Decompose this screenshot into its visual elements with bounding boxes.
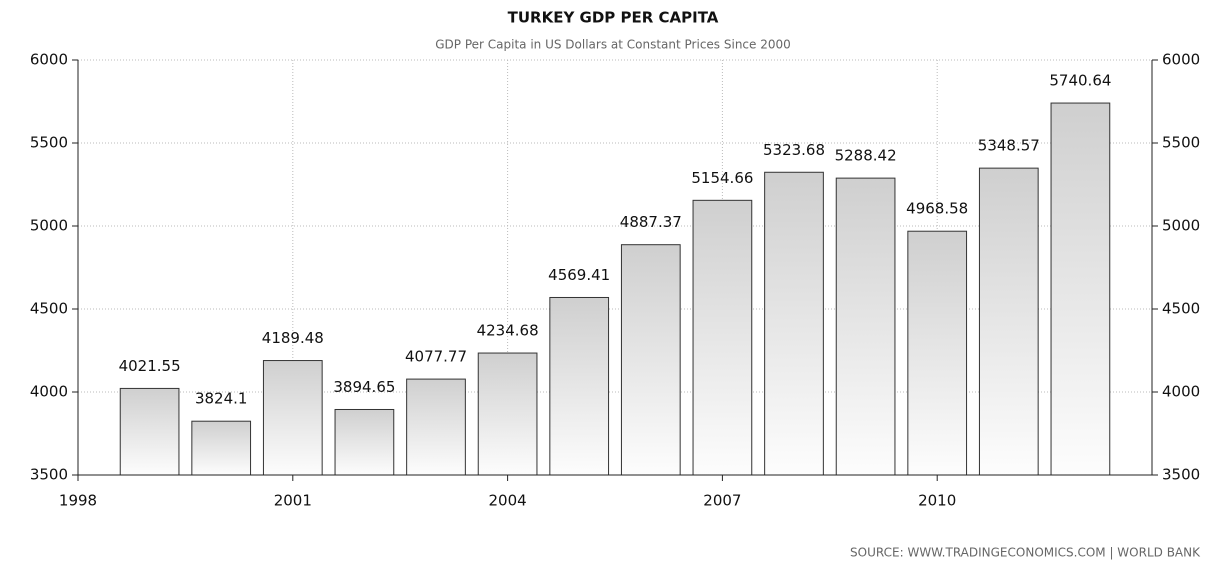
bar xyxy=(835,177,896,476)
data-label: 5323.68 xyxy=(763,141,825,159)
bar xyxy=(191,420,252,476)
data-label: 4569.41 xyxy=(548,266,610,284)
data-label: 5348.57 xyxy=(978,137,1040,155)
y2-tick-label: 4000 xyxy=(1162,383,1200,401)
bar xyxy=(477,352,538,476)
y2-tick-label: 5500 xyxy=(1162,134,1200,152)
bar xyxy=(549,296,610,476)
source: SOURCE: WWW.TRADINGECONOMICS.COM | WORLD… xyxy=(850,546,1201,560)
data-label: 4077.77 xyxy=(405,348,467,366)
bar xyxy=(692,199,753,476)
bar xyxy=(119,387,180,476)
y-tick-label: 5500 xyxy=(30,134,68,152)
bar xyxy=(262,360,323,476)
data-label: 4968.58 xyxy=(906,200,968,218)
data-label: 4021.55 xyxy=(119,357,181,375)
bar xyxy=(764,171,824,476)
bar xyxy=(1050,102,1111,476)
chart-subtitle: GDP Per Capita in US Dollars at Constant… xyxy=(435,38,791,52)
bar xyxy=(978,167,1039,476)
y-tick-label: 3500 xyxy=(30,466,68,484)
data-label: 3824.1 xyxy=(195,390,248,408)
chart-title: TURKEY GDP PER CAPITA xyxy=(508,9,719,27)
x-tick-label: 2007 xyxy=(703,492,741,510)
y-tick-label: 6000 xyxy=(30,51,68,69)
x-tick-label: 1998 xyxy=(59,492,97,510)
y2-tick-label: 5000 xyxy=(1162,217,1200,235)
x-tick-label: 2010 xyxy=(918,492,956,510)
x-tick-label: 2001 xyxy=(274,492,312,510)
y2-tick-label: 3500 xyxy=(1162,466,1200,484)
y2-tick-label: 6000 xyxy=(1162,51,1200,69)
data-label: 5154.66 xyxy=(691,169,753,187)
y-tick-label: 5000 xyxy=(30,217,68,235)
x-tick-label: 2004 xyxy=(489,492,527,510)
data-label: 3894.65 xyxy=(333,378,395,396)
bar xyxy=(620,244,681,476)
data-label: 4887.37 xyxy=(620,213,682,231)
bar xyxy=(406,378,466,476)
data-label: 5740.64 xyxy=(1049,72,1111,90)
bar xyxy=(907,230,968,476)
data-label: 4189.48 xyxy=(262,329,324,347)
y2-tick-label: 4500 xyxy=(1162,300,1200,318)
data-label: 4234.68 xyxy=(477,322,539,340)
y-tick-label: 4500 xyxy=(30,300,68,318)
data-label: 5288.42 xyxy=(835,147,897,165)
y-tick-label: 4000 xyxy=(30,383,68,401)
bar xyxy=(334,408,395,476)
